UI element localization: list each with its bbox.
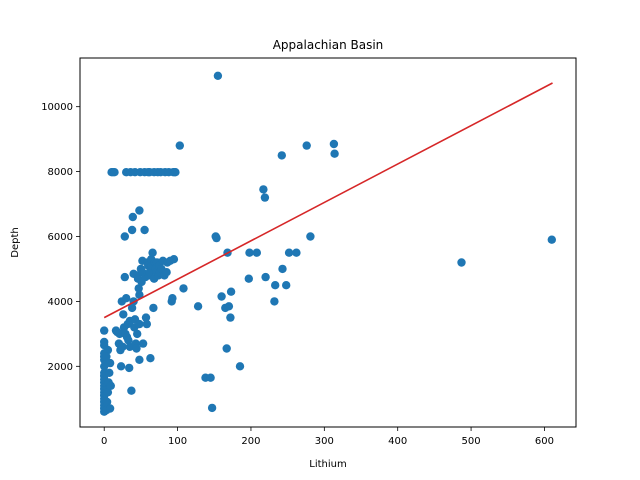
y-tick-label: 4000 [48,297,73,308]
data-point [103,388,113,397]
data-point [278,264,287,274]
data-point [135,206,144,215]
data-point [105,368,114,377]
data-point [292,248,301,257]
data-point [171,168,180,177]
data-point [149,303,158,313]
data-point [547,235,556,244]
x-axis-label: Lithium [309,459,346,470]
data-point [284,248,294,257]
x-tick-label: 0 [101,436,107,447]
data-point [270,297,279,306]
data-point [134,284,143,293]
data-point [133,329,142,339]
data-point [226,287,236,296]
data-point [224,302,234,311]
x-tick-label: 600 [535,436,554,447]
data-point [162,268,171,277]
data-point [122,294,131,303]
data-point [120,272,129,282]
data-point [168,294,177,303]
data-point [252,248,261,257]
points-layer [100,71,556,416]
y-tick-label: 8000 [48,167,73,178]
data-point [259,185,268,194]
data-point [235,362,245,371]
data-point [105,404,115,413]
data-point [245,248,254,257]
data-point [119,310,128,319]
data-point [282,281,291,290]
data-point [457,258,466,267]
data-point [175,141,184,150]
x-tick-label: 100 [168,436,187,447]
y-tick-label: 6000 [48,232,73,243]
data-point [330,149,339,158]
data-point [103,345,113,355]
data-point [106,381,116,390]
plot-area-frame [79,57,577,428]
data-point [118,342,127,351]
data-point [127,303,137,313]
data-point [135,355,144,364]
x-axis-ticks: 0 100 200 300 400 500 600 [101,427,554,447]
x-tick-label: 300 [315,436,334,447]
data-point [244,274,253,283]
data-point [100,337,109,347]
data-point [207,403,217,413]
data-point [124,336,133,345]
data-point [212,233,221,243]
data-point [271,281,280,290]
data-point [127,386,136,395]
data-point [120,232,129,241]
data-point [141,313,151,322]
data-point [127,225,137,235]
x-tick-label: 400 [388,436,407,447]
trend-line [103,82,553,319]
data-point [260,193,270,202]
data-point [222,344,231,353]
data-point [261,272,270,282]
data-point [135,290,144,300]
data-point [125,363,134,373]
x-tick-label: 500 [462,436,481,447]
data-point [105,358,115,368]
data-point [179,284,188,293]
data-point [148,248,157,257]
data-point [115,329,124,339]
data-point [138,339,148,348]
y-tick-label: 2000 [48,362,73,373]
data-point [102,352,111,361]
data-point [277,151,286,160]
y-tick-label: 10000 [41,102,73,113]
data-point [213,71,223,81]
data-point [217,292,226,301]
chart-title: Appalachian Basin [273,38,384,52]
data-point [329,139,339,149]
data-point [142,319,151,329]
data-point [302,141,311,150]
data-point [132,344,141,353]
trend-line-layer [103,82,553,319]
y-axis-ticks: 2000 4000 6000 8000 10000 [41,102,80,373]
data-point [110,168,119,177]
data-point [146,354,155,363]
data-point [102,397,112,407]
data-point [128,212,137,222]
data-point [116,362,126,371]
x-tick-label: 200 [241,436,260,447]
data-point [140,225,149,235]
data-point [100,326,109,335]
data-point [169,255,179,264]
data-point [206,373,215,382]
data-point [226,313,235,322]
data-point [193,302,203,311]
y-axis-label: Depth [10,227,21,257]
data-point [306,232,315,241]
data-point [135,319,144,329]
